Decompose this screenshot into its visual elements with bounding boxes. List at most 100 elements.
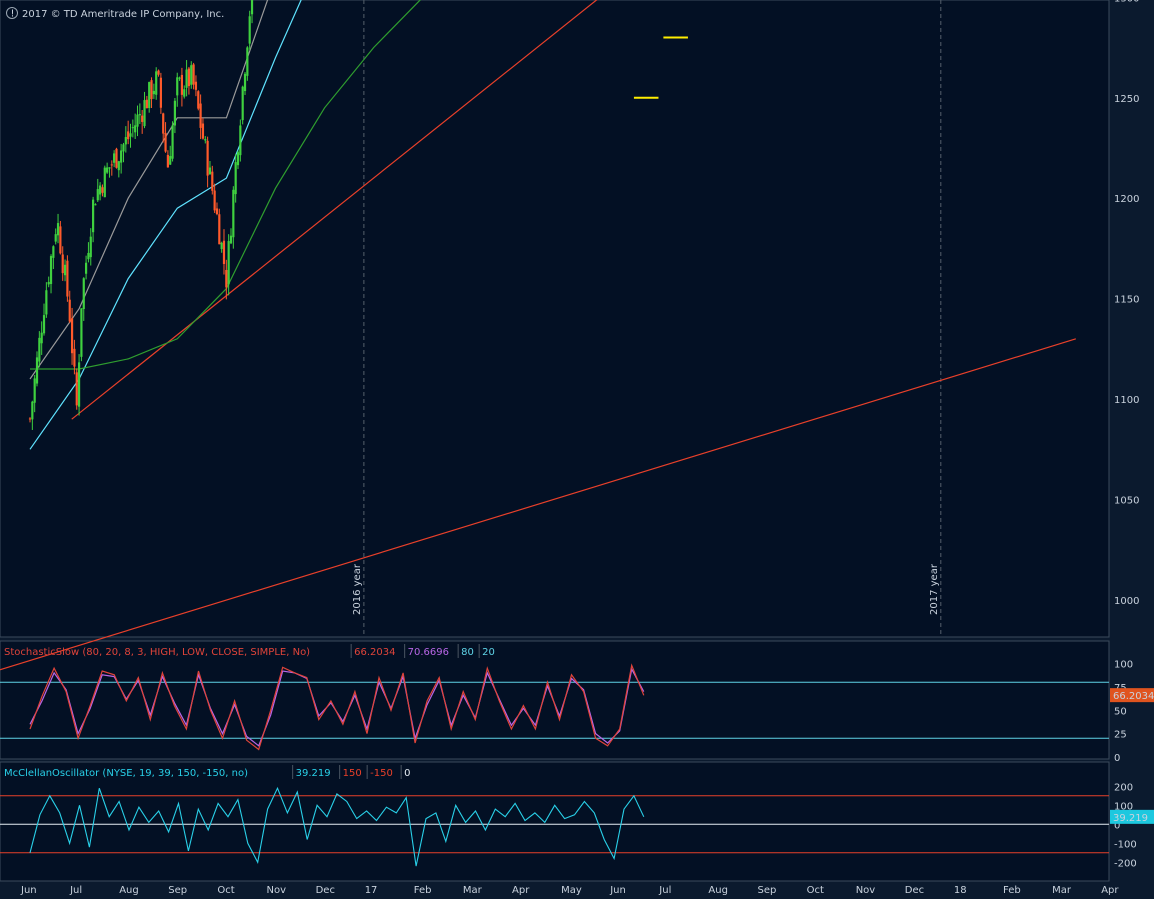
x-axis-tick-label: Nov bbox=[856, 885, 876, 896]
candle-up bbox=[84, 262, 88, 274]
stochastic-panel bbox=[0, 640, 1110, 760]
x-axis-tick-label: 18 bbox=[954, 885, 967, 896]
candle-down bbox=[157, 70, 160, 75]
candle-up bbox=[250, 0, 254, 15]
candle-up bbox=[56, 223, 60, 236]
candle-up bbox=[87, 252, 90, 260]
candle-down bbox=[70, 318, 74, 354]
candle-up bbox=[183, 89, 186, 97]
mc-title: McClellanOscillator (NYSE, 19, 39, 150, … bbox=[4, 768, 248, 779]
candle-up bbox=[31, 401, 34, 420]
candle-up bbox=[124, 137, 127, 145]
candle-down bbox=[127, 131, 130, 140]
candle-down bbox=[162, 113, 165, 134]
candle-down bbox=[68, 299, 71, 322]
candle-up bbox=[63, 264, 67, 276]
candle-up bbox=[148, 82, 151, 109]
candle-down bbox=[213, 190, 216, 211]
candle-down bbox=[180, 74, 184, 95]
candle-up bbox=[134, 125, 137, 133]
x-axis-tick-label: Sep bbox=[168, 885, 187, 896]
mc-header-value: 0 bbox=[404, 768, 410, 779]
candle-up bbox=[152, 90, 155, 95]
candle-up bbox=[129, 133, 132, 137]
candle-up bbox=[120, 150, 123, 163]
moving-average-gray bbox=[29, 0, 269, 380]
stoch-badge-label: 66.2034 bbox=[1113, 691, 1154, 702]
candle-up bbox=[113, 153, 116, 163]
mc-tick-label: -100 bbox=[1114, 839, 1137, 850]
mc-badge-label: 39.219 bbox=[1113, 813, 1148, 824]
x-axis-tick-label: Sep bbox=[758, 885, 777, 896]
x-axis-tick-label: Mar bbox=[1052, 885, 1072, 896]
candle-down bbox=[61, 254, 64, 274]
candle-up bbox=[169, 156, 172, 165]
stoch-header-value: 70.6696 bbox=[408, 647, 449, 658]
x-axis-tick-label: Nov bbox=[267, 885, 287, 896]
candle-up bbox=[96, 189, 99, 201]
candle-up bbox=[241, 86, 244, 121]
candle-up bbox=[239, 125, 242, 156]
candle-up bbox=[42, 315, 46, 334]
price-tick-label: 1050 bbox=[1114, 496, 1139, 507]
candle-down bbox=[187, 68, 191, 87]
candle-down bbox=[101, 187, 104, 193]
candle-down bbox=[115, 148, 118, 168]
x-axis-tick-label: Jun bbox=[609, 885, 626, 896]
candle-up bbox=[185, 69, 188, 88]
x-axis-tick-label: 17 bbox=[365, 885, 378, 896]
candle-down bbox=[59, 226, 62, 254]
mc-tick-label: 100 bbox=[1114, 801, 1133, 812]
candle-up bbox=[40, 332, 43, 344]
mcclellan-line bbox=[29, 786, 645, 867]
x-axis-tick-label: Feb bbox=[414, 885, 432, 896]
mc-header-value: 39.219 bbox=[296, 768, 331, 779]
x-axis-tick-label: Feb bbox=[1003, 885, 1021, 896]
year-marker-label: 2017 year bbox=[929, 563, 940, 615]
mc-tick-label: 200 bbox=[1114, 782, 1133, 793]
moving-average-cyan bbox=[29, 0, 302, 450]
candle-down bbox=[150, 80, 153, 100]
candle-up bbox=[248, 16, 251, 44]
candle-down bbox=[28, 418, 32, 420]
mcclellan-panel bbox=[0, 761, 1110, 882]
candle-up bbox=[234, 162, 237, 195]
candle-down bbox=[201, 123, 205, 139]
copyright-text: 2017 © TD Ameritrade IP Company, Inc. bbox=[22, 9, 224, 20]
candle-up bbox=[45, 290, 48, 315]
stoch-tick-label: 25 bbox=[1114, 730, 1127, 741]
candle-up bbox=[103, 167, 106, 198]
candle-up bbox=[54, 234, 57, 242]
price-tick-label: 1150 bbox=[1114, 295, 1139, 306]
info-glyph: ! bbox=[11, 9, 15, 20]
mc-tick-label: 0 bbox=[1114, 820, 1120, 831]
stoch-header-value: 20 bbox=[482, 647, 495, 658]
candle-up bbox=[99, 185, 102, 195]
moving-average-green bbox=[30, 0, 421, 370]
candle-down bbox=[141, 115, 144, 122]
x-axis-tick-label: May bbox=[561, 885, 582, 896]
candle-up bbox=[204, 139, 207, 141]
candle-up bbox=[220, 242, 223, 250]
info-circle-icon bbox=[6, 7, 18, 19]
candle-down bbox=[197, 91, 200, 109]
candle-up bbox=[122, 144, 125, 152]
candle-up bbox=[208, 167, 212, 175]
candle-down bbox=[145, 99, 148, 109]
stoch-header-value: 66.2034 bbox=[354, 647, 395, 658]
candle-up bbox=[229, 235, 233, 244]
candle-down bbox=[211, 171, 214, 191]
price-tick-label: 1100 bbox=[1114, 395, 1139, 406]
year-marker-label: 2016 year bbox=[352, 563, 363, 615]
candle-down bbox=[164, 132, 167, 152]
candle-up bbox=[246, 47, 249, 76]
candle-down bbox=[192, 64, 195, 85]
candle-up bbox=[227, 241, 230, 285]
x-axis-tick-label: Jun bbox=[20, 885, 37, 896]
candle-up bbox=[52, 246, 55, 258]
x-axis-tick-label: Apr bbox=[512, 885, 530, 896]
candle-up bbox=[243, 73, 247, 92]
candle-up bbox=[171, 125, 174, 159]
x-axis-tick-label: Aug bbox=[708, 885, 728, 896]
candle-up bbox=[155, 71, 158, 95]
